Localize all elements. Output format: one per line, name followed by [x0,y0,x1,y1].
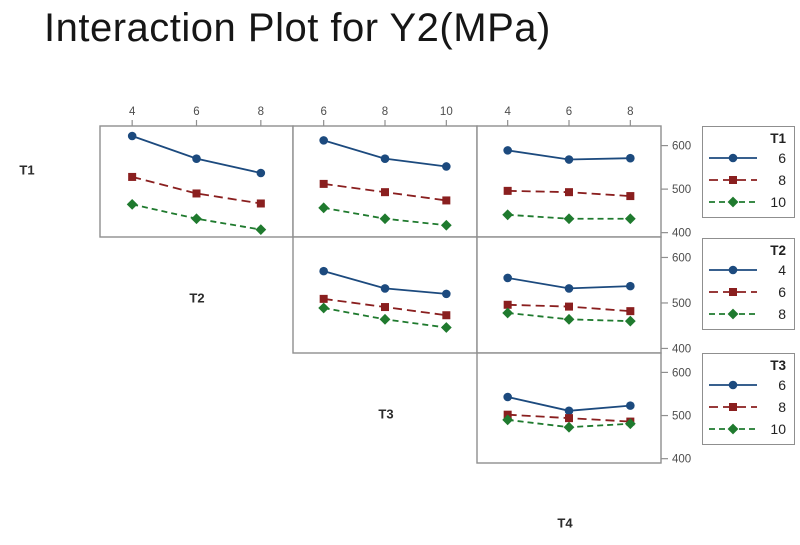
legend-level-label: 6 [778,150,786,166]
svg-text:8: 8 [258,106,264,118]
legend-line-sample [709,380,757,390]
legend-T2: T2 4 6 8 [702,238,795,330]
legend-title: T3 [770,358,786,373]
panel-T1xT2: 4 6 8 [99,106,294,238]
svg-text:4: 4 [504,106,511,118]
svg-text:6: 6 [320,106,326,118]
chart-title: Interaction Plot for Y2(MPa) [44,6,551,50]
svg-text:400: 400 [672,228,691,240]
legend-level-label: 4 [778,262,786,278]
svg-text:6: 6 [193,106,199,118]
legend-item: 6 [707,281,788,303]
legend-item: 8 [707,396,788,418]
svg-text:10: 10 [440,106,453,118]
y-axis-row-2: 600 500 400 [661,252,691,355]
legend-item: 10 [707,191,788,213]
svg-text:6: 6 [566,106,572,118]
legend-line-sample [709,265,757,275]
legend-level-label: 8 [778,399,786,415]
factor-label-t1: T1 [19,162,35,178]
legend-T3: T3 6 8 10 [702,353,795,445]
legend-title: T2 [770,243,786,258]
legend-T1: T1 6 8 10 [702,126,795,218]
legend-line-sample [709,176,757,184]
legend-line-sample [709,403,757,411]
svg-text:8: 8 [627,106,633,118]
legend-level-label: 6 [778,284,786,300]
legend-level-label: 6 [778,377,786,393]
panel-T1xT4: 4 6 8 [476,106,662,238]
svg-text:500: 500 [672,184,691,196]
svg-text:8: 8 [382,106,388,118]
legend-line-sample [709,153,757,163]
y-axis-row-1: 600 500 400 [661,141,691,240]
legend-line-sample [709,308,757,320]
svg-text:600: 600 [672,141,691,153]
legend-level-label: 8 [778,306,786,322]
svg-text:4: 4 [129,106,136,118]
legend-line-sample [709,288,757,296]
factor-label-t2: T2 [189,290,205,306]
legend-title: T1 [770,131,786,146]
legend-line-sample [709,423,757,435]
factor-label-t4: T4 [557,515,573,531]
legend-item: 6 [707,374,788,396]
legend-level-label: 10 [770,421,786,437]
legend-item: 10 [707,418,788,440]
svg-text:500: 500 [672,411,691,423]
legend-item: 8 [707,169,788,191]
legend-item: 6 [707,147,788,169]
legend-item: 8 [707,303,788,325]
legend-level-label: 8 [778,172,786,188]
svg-text:400: 400 [672,343,691,355]
legend-level-label: 10 [770,194,786,210]
svg-text:500: 500 [672,298,691,310]
svg-text:400: 400 [672,454,691,466]
svg-text:600: 600 [672,252,691,264]
panel-T1xT3: 6 8 10 [292,106,478,238]
legend-line-sample [709,196,757,208]
panel-T2xT4 [476,236,662,354]
factor-label-t3: T3 [378,406,394,422]
panel-T3xT4 [476,352,662,464]
y-axis-row-3: 600 500 400 [661,367,691,466]
panel-T2xT3 [292,236,478,354]
svg-text:600: 600 [672,367,691,379]
legend-item: 4 [707,259,788,281]
